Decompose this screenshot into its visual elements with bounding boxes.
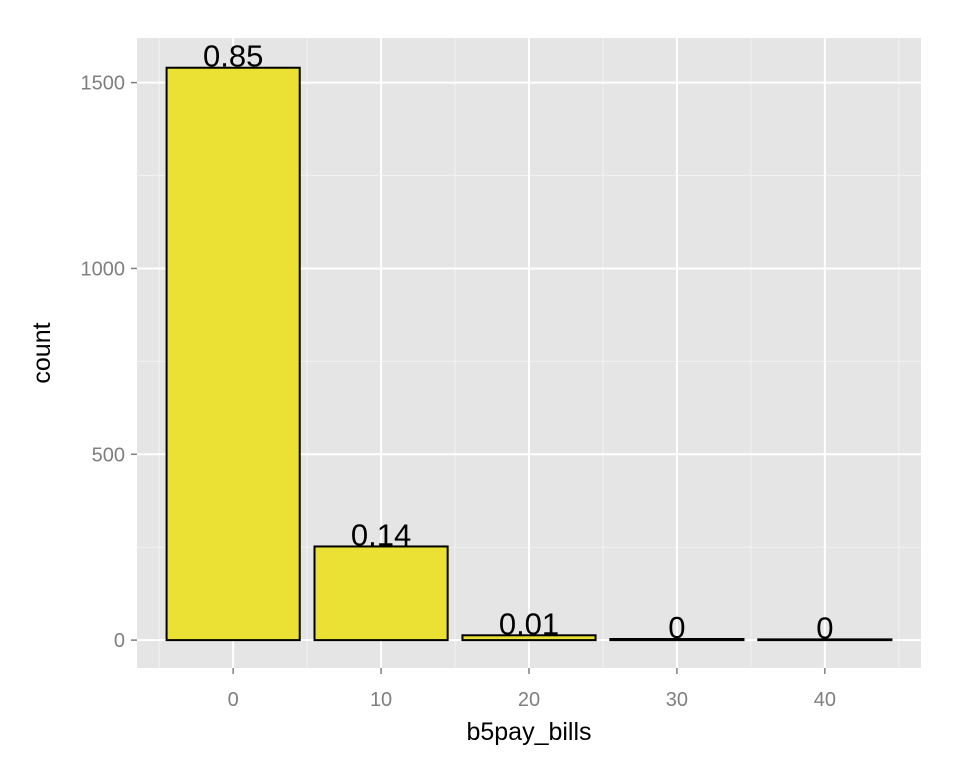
x-axis-title: b5pay_bills: [466, 718, 591, 746]
bar: [609, 638, 745, 642]
x-tick-label: 40: [814, 689, 836, 711]
bar-label: 0: [816, 610, 833, 645]
bar-labels: 0.85 0.14 0.01 0 0: [203, 39, 833, 646]
y-axis-title: count: [28, 322, 56, 383]
y-axis: 0 500 1000 1500: [81, 73, 137, 652]
y-tick-label: 1500: [81, 73, 126, 95]
x-tick-label: 0: [228, 689, 239, 711]
bar-label: 0: [668, 610, 685, 645]
bar-label: 0.85: [203, 39, 263, 74]
x-tick-label: 30: [666, 689, 688, 711]
y-tick-label: 0: [114, 630, 125, 652]
y-tick-label: 1000: [81, 258, 126, 280]
bar-label: 0.14: [351, 517, 411, 552]
bar: [313, 545, 449, 642]
bars: [165, 66, 893, 642]
x-tick-label: 10: [370, 689, 392, 711]
bar-label: 0.01: [499, 606, 559, 641]
x-axis: 0 10 20 30 40: [228, 668, 836, 711]
y-tick-label: 500: [92, 444, 125, 466]
x-tick-label: 20: [518, 689, 540, 711]
bar: [757, 638, 893, 642]
bar: [461, 634, 597, 642]
bar: [165, 66, 301, 642]
